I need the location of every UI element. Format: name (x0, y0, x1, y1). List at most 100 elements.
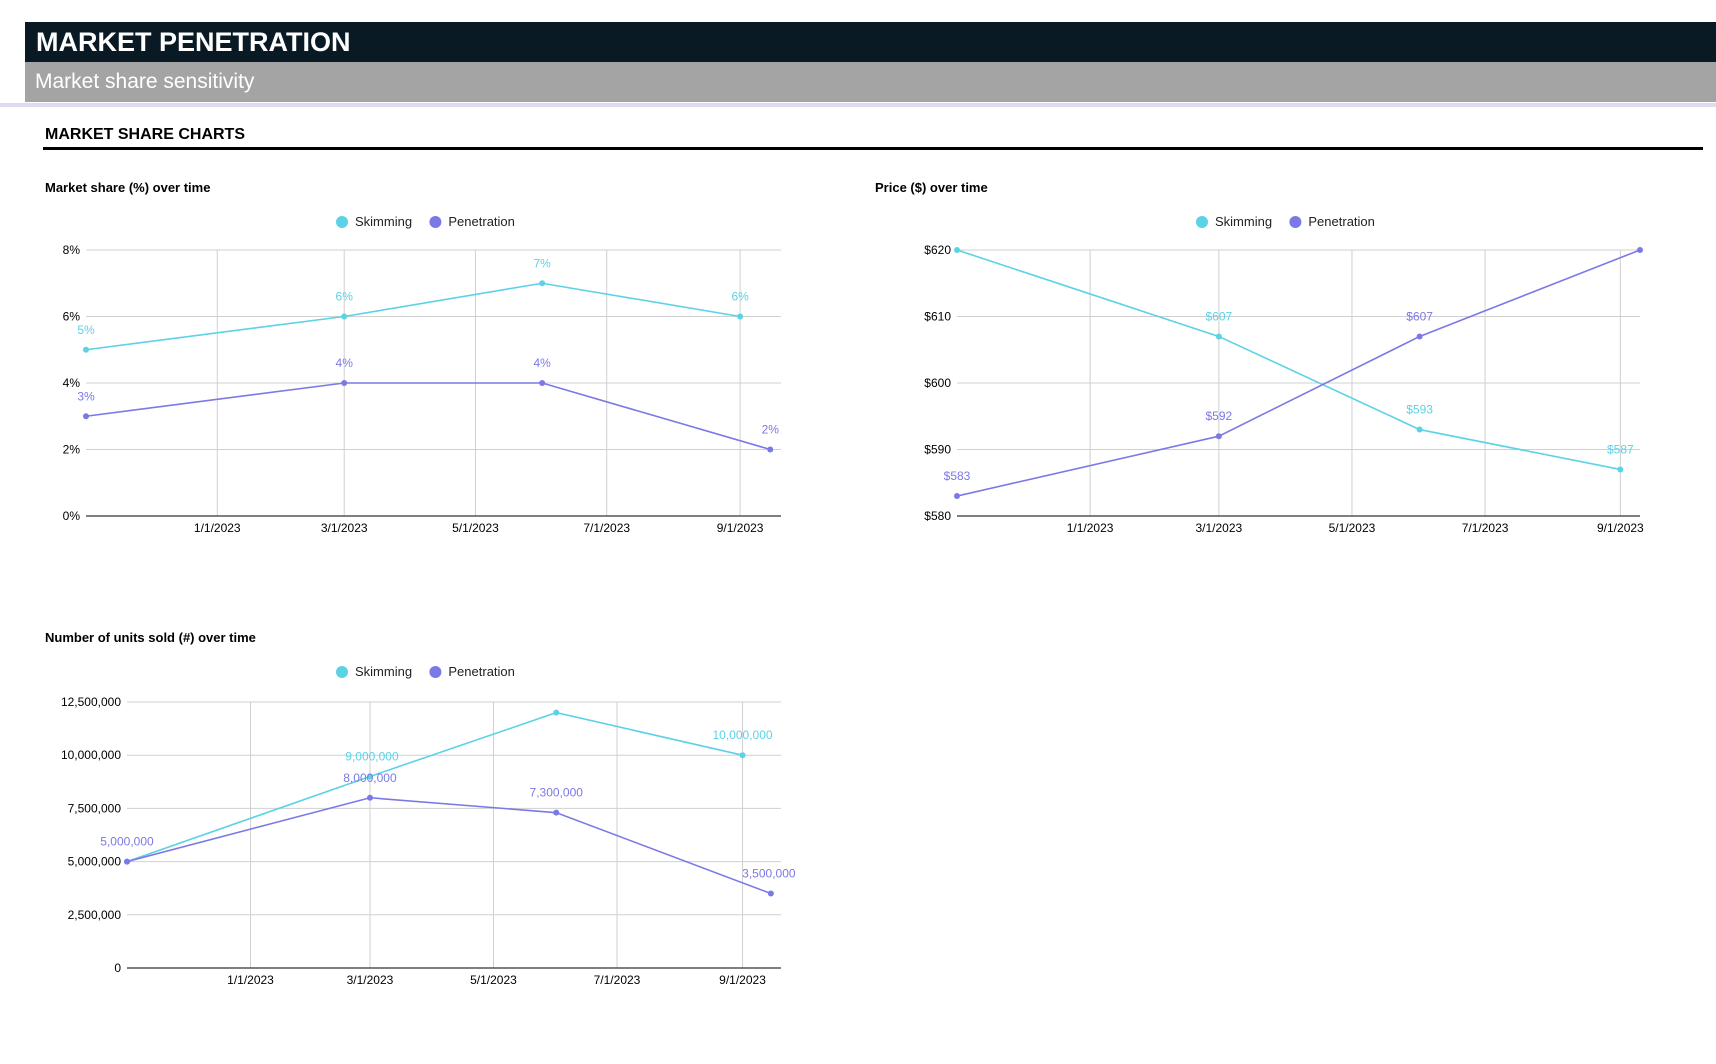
legend-skimming-label: Skimming (355, 664, 412, 679)
y-tick-label: $590 (924, 443, 951, 457)
y-tick-label: 6% (63, 310, 81, 324)
y-tick-label: 0% (63, 509, 81, 523)
penetration-data-point[interactable] (1416, 333, 1423, 340)
y-tick-label: 4% (63, 376, 81, 390)
skimming-series-line (956, 249, 1621, 471)
penetration-series-line (126, 796, 772, 895)
legend-penetration-swatch (429, 666, 442, 678)
skimming-data-point[interactable] (341, 313, 348, 320)
x-tick-label: 9/1/2023 (719, 973, 766, 987)
skimming-data-label: 7% (533, 256, 551, 270)
skimming-data-point[interactable] (737, 313, 744, 320)
y-tick-label: $600 (924, 376, 951, 390)
legend-skimming-label: Skimming (355, 214, 412, 229)
legend-skimming[interactable]: Skimming (336, 214, 412, 229)
skimming-series-line (126, 711, 743, 863)
y-tick-label: 8% (63, 243, 81, 257)
penetration-data-point[interactable] (124, 858, 130, 865)
skimming-data-point[interactable] (1215, 333, 1222, 340)
y-tick-label: 7,500,000 (68, 801, 122, 815)
penetration-data-point[interactable] (954, 493, 960, 500)
x-tick-label: 5/1/2023 (1329, 521, 1376, 535)
penetration-data-label: $583 (944, 469, 971, 483)
legend-skimming-swatch (336, 216, 348, 228)
skimming-data-label: 9,000,000 (345, 749, 399, 763)
skimming-series-line (85, 282, 741, 351)
penetration-data-label: 7,300,000 (530, 786, 584, 800)
skimming-data-label: 6% (336, 290, 354, 304)
subtitle-bar: Market share sensitivity (25, 62, 1716, 102)
y-tick-label: 10,000,000 (61, 748, 121, 762)
y-tick-label: 0 (114, 961, 121, 975)
penetration-data-point[interactable] (1637, 247, 1643, 253)
y-tick-label: 12,500,000 (61, 695, 121, 709)
y-tick-label: 2,500,000 (68, 908, 122, 922)
section-divider (43, 147, 1703, 150)
y-tick-label: $610 (924, 310, 951, 324)
legend-skimming-label: Skimming (1215, 214, 1272, 229)
x-tick-label: 7/1/2023 (1462, 521, 1509, 535)
penetration-data-point[interactable] (366, 794, 373, 801)
skimming-data-label: 5% (77, 323, 95, 337)
price-chart: Price ($) over time Skimming Penetration $5… (875, 180, 1644, 535)
skimming-data-point[interactable] (83, 346, 89, 353)
x-tick-label: 1/1/2023 (194, 521, 241, 535)
penetration-data-label: 2% (762, 423, 780, 437)
skimming-data-point[interactable] (539, 280, 546, 287)
price-chart-title: Price ($) over time (875, 180, 988, 195)
units-sold-chart-title: Number of units sold (#) over time (45, 630, 256, 645)
penetration-data-point[interactable] (553, 809, 560, 816)
penetration-data-label: 4% (336, 356, 354, 370)
title-bar: MARKET PENETRATION (25, 22, 1716, 62)
market-share-chart-title: Market share (%) over time (45, 180, 210, 195)
penetration-data-label: 3% (77, 389, 95, 403)
penetration-data-point[interactable] (1215, 433, 1222, 440)
penetration-data-point[interactable] (539, 380, 546, 386)
page-subtitle: Market share sensitivity (35, 70, 255, 93)
skimming-data-point[interactable] (954, 247, 960, 253)
skimming-data-point[interactable] (366, 773, 373, 780)
penetration-data-point[interactable] (83, 413, 89, 420)
x-tick-label: 7/1/2023 (583, 521, 630, 535)
subtitle-divider (0, 103, 1716, 107)
penetration-data-point[interactable] (341, 380, 348, 386)
units-sold-chart: Number of units sold (#) over time Skimmi… (45, 630, 796, 987)
legend-skimming-swatch (336, 666, 348, 678)
y-tick-label: $580 (924, 509, 951, 523)
legend-penetration-label: Penetration (448, 664, 515, 679)
penetration-data-label: $607 (1406, 309, 1433, 323)
skimming-data-label: $587 (1607, 442, 1634, 456)
penetration-data-point[interactable] (767, 446, 774, 453)
skimming-data-point[interactable] (1416, 426, 1423, 433)
x-tick-label: 5/1/2023 (470, 973, 517, 987)
penetration-series-line (85, 382, 771, 451)
market-share-chart: Market share (%) over time Skimming Penetr… (45, 180, 781, 535)
legend-penetration-swatch (429, 216, 442, 228)
legend-penetration-swatch (1289, 216, 1302, 228)
penetration-data-label: 3,500,000 (742, 867, 796, 881)
penetration-data-label: 4% (533, 356, 551, 370)
legend-skimming[interactable]: Skimming (1196, 214, 1272, 229)
legend-penetration[interactable]: Penetration (429, 664, 515, 679)
legend-penetration[interactable]: Penetration (429, 214, 515, 229)
legend-skimming[interactable]: Skimming (336, 664, 412, 679)
skimming-data-point[interactable] (1617, 466, 1624, 473)
x-tick-label: 1/1/2023 (1067, 521, 1114, 535)
x-tick-label: 3/1/2023 (1195, 521, 1242, 535)
penetration-data-label: 5,000,000 (100, 835, 154, 849)
skimming-data-label: $607 (1206, 309, 1233, 323)
penetration-data-label: $592 (1206, 409, 1233, 423)
legend-penetration-label: Penetration (1308, 214, 1375, 229)
x-tick-label: 3/1/2023 (321, 521, 368, 535)
x-tick-label: 9/1/2023 (717, 521, 764, 535)
penetration-series-line (956, 249, 1641, 497)
skimming-data-point[interactable] (739, 752, 746, 759)
penetration-data-point[interactable] (767, 890, 774, 897)
skimming-data-label: 6% (731, 290, 749, 304)
x-tick-label: 3/1/2023 (347, 973, 394, 987)
x-tick-label: 9/1/2023 (1597, 521, 1644, 535)
y-tick-label: 5,000,000 (68, 855, 122, 869)
skimming-data-point[interactable] (553, 709, 560, 716)
legend-penetration[interactable]: Penetration (1289, 214, 1375, 229)
x-tick-label: 1/1/2023 (227, 973, 274, 987)
